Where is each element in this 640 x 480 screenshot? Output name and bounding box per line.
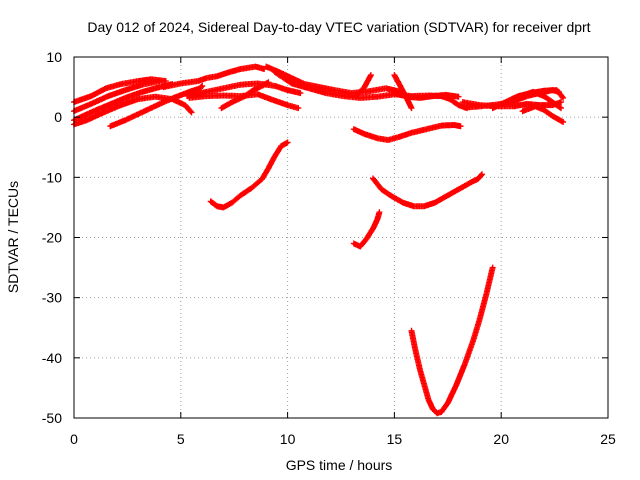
series-arc-24 bbox=[408, 264, 496, 417]
point-markers bbox=[350, 122, 464, 143]
x-axis-title: GPS time / hours bbox=[286, 457, 393, 473]
point-markers bbox=[508, 88, 564, 112]
x-tick-label: 25 bbox=[600, 431, 616, 447]
x-tick-label: 0 bbox=[70, 431, 78, 447]
x-tick-label: 10 bbox=[280, 431, 296, 447]
y-tick-label: -10 bbox=[42, 169, 62, 185]
y-tick-label: 0 bbox=[54, 109, 62, 125]
y-tick-label: -40 bbox=[42, 350, 62, 366]
point-markers bbox=[408, 264, 496, 417]
point-markers bbox=[218, 79, 272, 112]
series-arc-14 bbox=[391, 90, 462, 101]
series-arc-12 bbox=[353, 72, 374, 100]
point-markers bbox=[353, 72, 374, 100]
series-arc-22 bbox=[370, 171, 485, 210]
x-axis: 0 5 10 15 20 25 bbox=[70, 57, 616, 447]
point-markers bbox=[207, 139, 291, 211]
point-markers bbox=[350, 209, 383, 250]
series-arc-18 bbox=[519, 103, 567, 125]
series-arc-6 bbox=[160, 63, 268, 91]
point-markers bbox=[107, 82, 206, 130]
point-markers bbox=[160, 63, 268, 91]
y-tick-label: -20 bbox=[42, 230, 62, 246]
y-tick-label: -50 bbox=[42, 410, 62, 426]
grid bbox=[74, 57, 608, 418]
series-arc-21 bbox=[207, 139, 291, 211]
series-arc-20 bbox=[350, 122, 464, 143]
series-arc-5 bbox=[107, 82, 206, 130]
y-tick-label: -30 bbox=[42, 290, 62, 306]
x-tick-label: 5 bbox=[177, 431, 185, 447]
point-markers bbox=[391, 90, 462, 101]
point-markers bbox=[519, 103, 567, 125]
point-markers bbox=[370, 171, 485, 210]
x-tick-label: 20 bbox=[493, 431, 509, 447]
series-arc-23 bbox=[350, 209, 383, 250]
y-axis-title: SDTVAR / TECUs bbox=[5, 181, 21, 293]
chart-title: Day 012 of 2024, Sidereal Day-to-day VTE… bbox=[87, 19, 590, 35]
data-points bbox=[71, 63, 567, 417]
series-arc-19 bbox=[508, 88, 564, 112]
y-axis: 10 0 -10 -20 -30 -40 -50 bbox=[42, 49, 608, 426]
series-arc-9 bbox=[218, 79, 272, 112]
y-tick-label: 10 bbox=[46, 49, 62, 65]
x-tick-label: 15 bbox=[387, 431, 403, 447]
